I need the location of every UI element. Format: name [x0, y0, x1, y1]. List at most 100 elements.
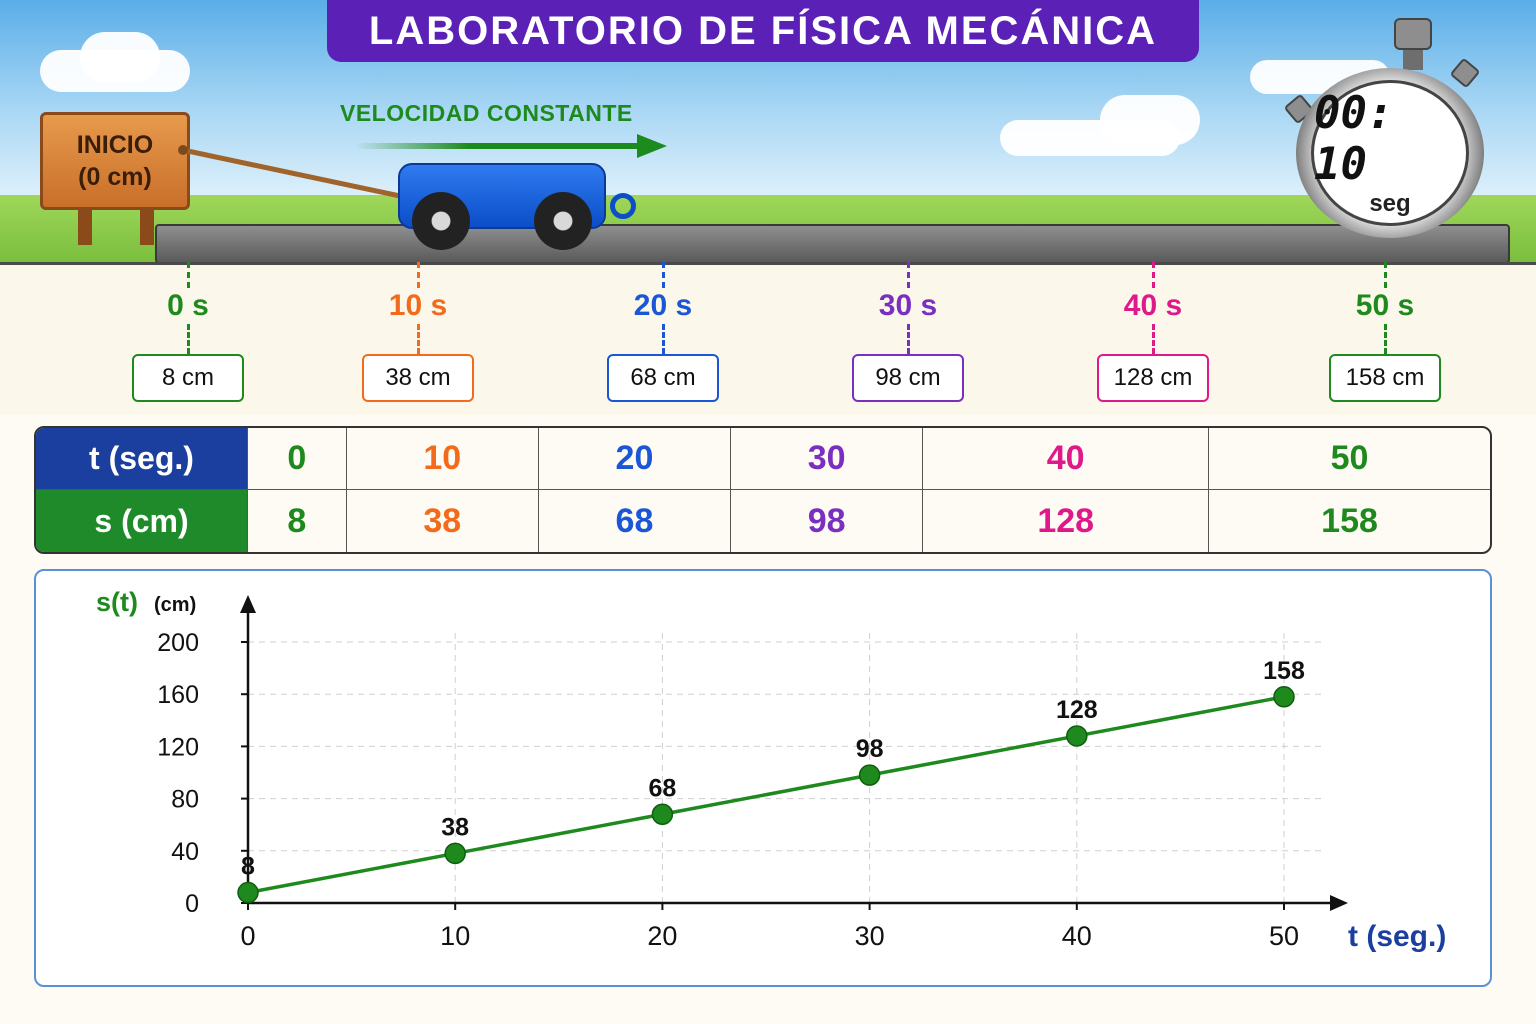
table-cell: 8 [248, 490, 347, 552]
stopwatch-stem [1403, 46, 1423, 70]
marker-tick [416, 324, 420, 354]
table-cell: 158 [1321, 501, 1378, 540]
table-cell: 68 [539, 490, 732, 552]
y-tick-label: 200 [157, 629, 199, 657]
data-label: 158 [1263, 657, 1305, 685]
marker-position: 158 cm [1329, 354, 1441, 402]
marker-3: 30 s 98 cm [843, 262, 973, 402]
chart-panel: 0 40 80 120 160 200 0 10 20 30 40 50 s(t) (cm) t (seg.… [34, 569, 1492, 987]
data-label: 38 [441, 813, 469, 841]
start-sign-label: INICIO [76, 131, 154, 159]
marker-tick [186, 324, 190, 354]
table-cell: 10 [346, 428, 539, 490]
stopwatch-unit: seg [1369, 190, 1411, 217]
marker-time: 40 s [1123, 289, 1183, 322]
y-tick-label: 80 [171, 786, 199, 814]
page-title: LABORATORIO DE FÍSICA MECÁNICA [368, 8, 1158, 53]
data-point [858, 764, 881, 786]
table-cell: 38 [347, 490, 539, 552]
table-cell: 30 [731, 428, 924, 490]
marker-tick [661, 262, 665, 288]
cloud [1100, 95, 1200, 145]
x-tick-label: 40 [1062, 921, 1092, 951]
y-axis-arrow-icon [240, 595, 256, 613]
table-header-time: t (seg.) [36, 428, 248, 490]
title-banner: LABORATORIO DE FÍSICA MECÁNICA [327, 0, 1199, 62]
cloud [80, 32, 160, 82]
marker-time: 20 s [633, 289, 693, 322]
lab-scene: LABORATORIO DE FÍSICA MECÁNICA INICIO (0… [0, 0, 1536, 415]
sign-post [140, 205, 154, 245]
position-time-chart: 0 40 80 120 160 200 0 10 20 30 40 50 s(t) (cm) t (seg.… [96, 587, 1446, 953]
marker-1: 10 s 38 cm [353, 262, 483, 402]
y-tick-label: 0 [185, 890, 199, 918]
data-point [1273, 686, 1295, 708]
y-tick-label: 160 [157, 681, 199, 709]
marker-position: 38 cm [362, 354, 474, 402]
y-axis-unit: (cm) [154, 594, 196, 616]
cart-wheel [534, 192, 592, 250]
table-row-time: t (seg.) 0 10 20 30 40 50 [36, 428, 1490, 490]
data-table: t (seg.) 0 10 20 30 40 50 s (cm) 8 38 68… [34, 426, 1492, 554]
marker-position: 8 cm [132, 354, 244, 402]
table-cell: 20 [538, 428, 732, 490]
stopwatch-face: 00: 10 seg [1311, 80, 1469, 226]
marker-time: 0 s [167, 289, 209, 322]
x-tick-label: 20 [647, 921, 677, 951]
data-label: 98 [856, 735, 884, 763]
table-cell: 0 [248, 428, 347, 490]
data-point [651, 803, 674, 826]
ground-line [0, 262, 1536, 265]
cart-wheel [412, 192, 470, 250]
x-tick-label: 30 [855, 921, 885, 951]
start-sign: INICIO (0 cm) [40, 112, 190, 210]
marker-2: 20 s 68 cm [598, 262, 728, 402]
series-line [247, 695, 1285, 895]
marker-time: 10 s [388, 289, 448, 322]
marker-position: 98 cm [852, 354, 964, 402]
data-point [1066, 725, 1088, 747]
data-point [237, 881, 259, 904]
data-label: 68 [648, 774, 676, 802]
y-tick-label: 120 [157, 733, 199, 761]
velocity-arrow-icon [355, 134, 667, 158]
marker-0: 0 s 8 cm [123, 262, 253, 402]
start-sign-position: (0 cm) [78, 163, 152, 191]
x-tick-label: 10 [440, 921, 470, 951]
table-cell: 50 [1209, 428, 1490, 490]
y-tick-label: 40 [171, 838, 199, 866]
table-cell: 98 [731, 490, 924, 552]
stopwatch-crown [1394, 18, 1432, 50]
marker-tick [186, 262, 190, 288]
marker-tick [1383, 324, 1387, 354]
marker-time: 50 s [1355, 289, 1415, 322]
marker-5: 50 s 158 cm [1320, 262, 1450, 402]
x-axis-label: t (seg.) [1348, 920, 1446, 953]
track [155, 224, 1510, 264]
table-cell: 40 [923, 428, 1210, 490]
table-cell: 128 [923, 490, 1210, 552]
sign-post [78, 205, 92, 245]
ground [0, 262, 1536, 415]
marker-position: 68 cm [607, 354, 719, 402]
marker-time: 30 s [878, 289, 938, 322]
marker-position: 128 cm [1097, 354, 1209, 402]
x-axis-arrow-icon [1330, 895, 1348, 911]
table-row-position: s (cm) 8 38 68 98 128 158 [36, 490, 1490, 552]
cart-hook [610, 193, 636, 219]
marker-tick [416, 262, 420, 288]
x-tick-label: 50 [1269, 921, 1299, 951]
tow-rope [178, 145, 401, 199]
stopwatch-time: 00: 10 [1314, 88, 1394, 190]
data-point [444, 842, 466, 865]
velocity-label: VELOCIDAD CONSTANTE [340, 100, 633, 126]
marker-tick [1151, 324, 1155, 354]
marker-tick [906, 324, 910, 354]
marker-4: 40 s 128 cm [1088, 262, 1218, 402]
marker-tick [661, 324, 665, 354]
table-header-position: s (cm) [36, 490, 248, 552]
data-label: 128 [1056, 696, 1098, 724]
marker-tick [1383, 262, 1387, 288]
y-axis-label: s(t) [96, 587, 138, 617]
data-label: 8 [241, 853, 255, 881]
